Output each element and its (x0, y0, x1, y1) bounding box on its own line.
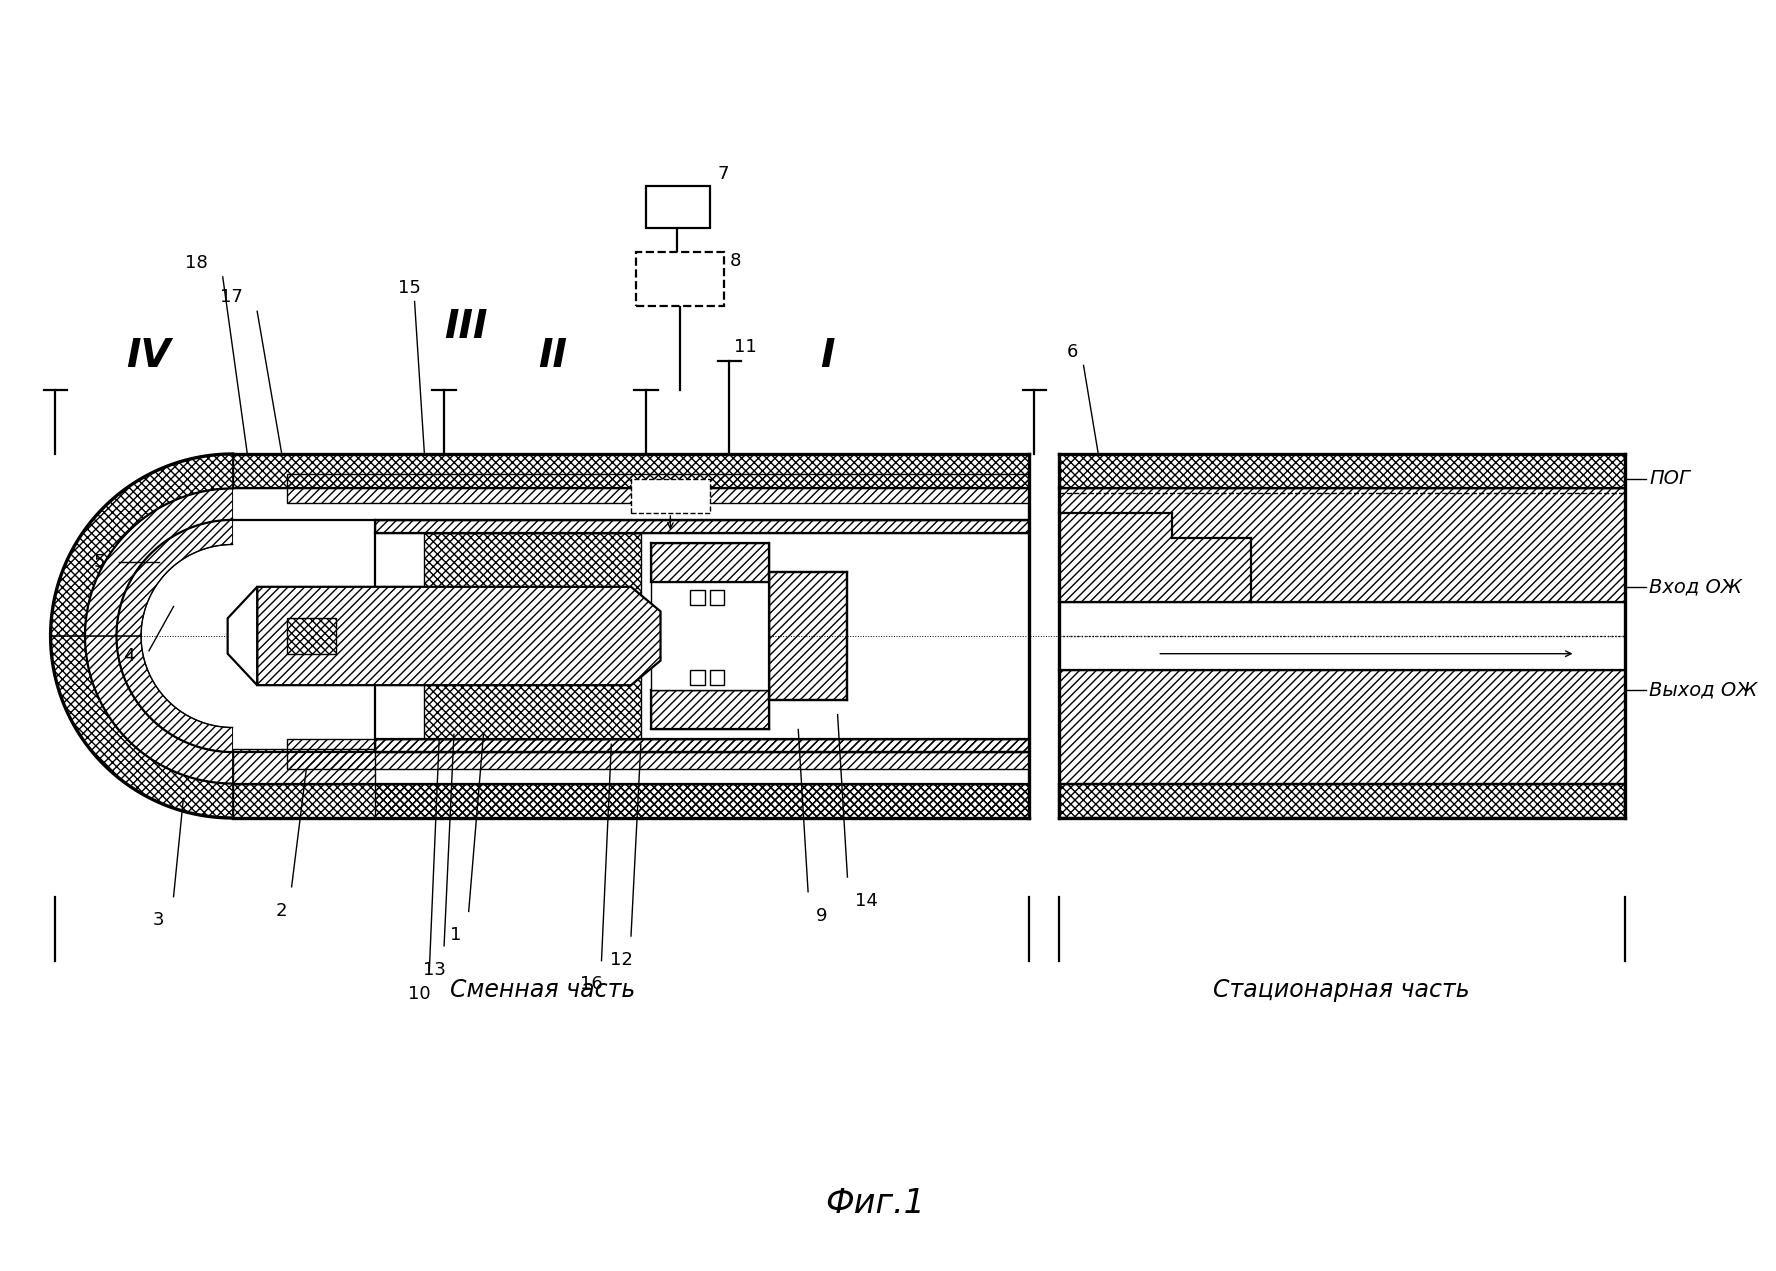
Bar (233, 783, 1030, 819)
Text: ПОГ: ПОГ (1650, 469, 1691, 488)
Bar (710, 590, 725, 605)
Bar (424, 533, 641, 740)
Bar (375, 783, 1030, 819)
Text: 4: 4 (123, 647, 135, 665)
Polygon shape (227, 587, 258, 685)
Text: Стационарная часть: Стационарная часть (1213, 979, 1471, 1003)
Text: 15: 15 (398, 278, 421, 296)
Text: 8: 8 (730, 253, 741, 271)
Text: 9: 9 (815, 906, 828, 924)
Text: Фиг.1: Фиг.1 (826, 1187, 925, 1220)
Bar (650, 582, 769, 690)
Bar (1058, 488, 1625, 601)
Bar (233, 749, 375, 783)
Text: 13: 13 (423, 961, 446, 979)
Text: I: I (821, 337, 835, 375)
Text: 14: 14 (856, 892, 877, 910)
Text: 11: 11 (733, 338, 757, 356)
Text: 6: 6 (1067, 343, 1078, 361)
Bar (1058, 454, 1625, 488)
Text: Вход ОЖ: Вход ОЖ (1650, 577, 1742, 596)
Text: 7: 7 (718, 165, 730, 183)
Text: 5: 5 (92, 553, 105, 571)
Bar (646, 187, 710, 228)
Text: 12: 12 (609, 951, 632, 969)
Text: 17: 17 (220, 289, 242, 306)
Bar (636, 253, 725, 306)
Bar (286, 474, 1030, 503)
Text: III: III (444, 308, 488, 346)
Bar (630, 479, 710, 513)
Text: 3: 3 (153, 911, 165, 929)
Text: II: II (538, 337, 567, 375)
Text: 16: 16 (581, 975, 604, 994)
Bar (233, 454, 1030, 488)
Text: 2: 2 (275, 901, 288, 920)
Text: 1: 1 (449, 927, 462, 944)
Polygon shape (258, 587, 661, 685)
Bar (691, 670, 705, 685)
Text: 10: 10 (408, 985, 432, 1003)
Bar (710, 670, 725, 685)
Text: Сменная часть: Сменная часть (449, 979, 636, 1003)
Bar (1058, 783, 1625, 819)
Text: Выход ОЖ: Выход ОЖ (1650, 680, 1758, 699)
Text: 18: 18 (185, 254, 208, 272)
Bar (691, 590, 705, 605)
Bar (286, 618, 336, 653)
Text: IV: IV (126, 337, 170, 375)
Bar (286, 740, 1030, 769)
Bar (1058, 670, 1625, 783)
